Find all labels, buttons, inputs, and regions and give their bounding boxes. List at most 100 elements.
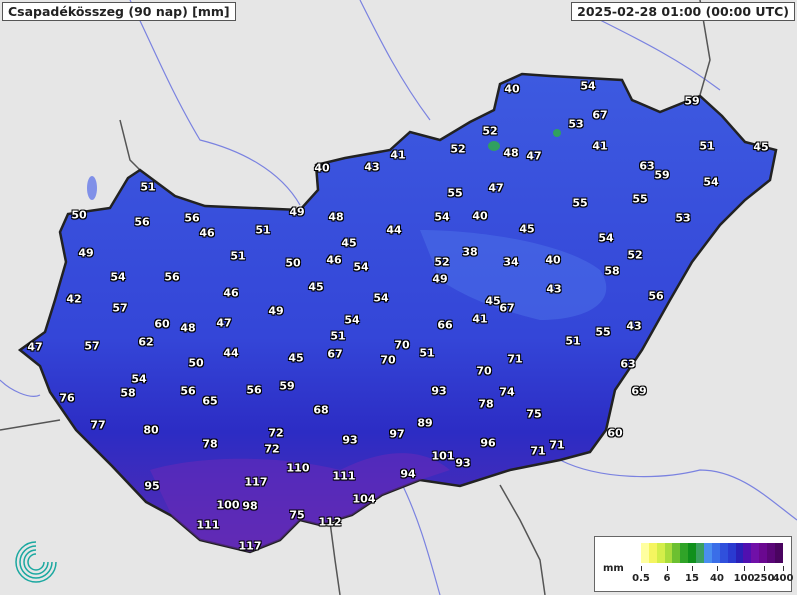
station-value: 56 [246,383,262,397]
station-value: 40 [314,161,330,175]
station-value: 58 [604,264,620,278]
legend-swatch [775,543,783,563]
station-value: 70 [476,364,492,378]
station-value: 117 [238,539,262,553]
legend-swatch [767,543,776,563]
station-value: 68 [313,403,329,417]
legend-tick-label: 400 [772,573,794,584]
station-value: 54 [353,260,369,274]
station-value: 45 [519,222,535,236]
station-value: 52 [482,124,498,138]
station-value: 54 [598,231,614,245]
station-value: 46 [223,286,239,300]
legend-swatch [656,543,665,563]
legend-tick-label: 6 [663,573,671,584]
station-value: 67 [499,301,515,315]
green-patch [553,129,561,137]
legend-tick-label: 0.5 [632,573,650,584]
legend-swatch [719,543,728,563]
color-legend: mm 0.5 6 15 40 100 250 400 [594,536,794,592]
legend-tick-mark [641,566,642,571]
legend-swatch [680,543,689,563]
station-value: 45 [485,294,501,308]
station-value: 58 [120,386,136,400]
legend-tick-mark [783,566,784,571]
station-value: 49 [289,205,305,219]
station-value: 50 [188,356,204,370]
station-value: 101 [431,449,455,463]
station-value: 55 [572,196,588,210]
legend-tick-mark [764,566,765,571]
legend-swatch [751,543,760,563]
legend-swatch [759,543,768,563]
station-value: 60 [154,317,170,331]
station-value: 42 [66,292,82,306]
station-value: 50 [285,256,301,270]
station-value: 52 [434,255,450,269]
station-value: 98 [242,499,258,513]
station-value: 54 [110,270,126,284]
station-value: 100 [216,498,240,512]
station-value: 78 [478,397,494,411]
lake [87,176,97,200]
station-value: 110 [286,461,310,475]
station-value: 49 [268,304,284,318]
station-value: 55 [595,325,611,339]
legend-swatch [735,543,744,563]
station-value: 51 [330,329,346,343]
legend-swatch [664,543,673,563]
legend-tick-mark [744,566,745,571]
station-value: 57 [84,339,100,353]
station-value: 51 [565,334,581,348]
station-value: 47 [216,316,232,330]
timestamp: 2025-02-28 01:00 (00:00 UTC) [571,2,795,21]
legend-tick-label: 15 [685,573,699,584]
station-value: 45 [341,236,357,250]
station-value: 56 [184,211,200,225]
station-value: 49 [78,246,94,260]
legend-tick-label: 100 [733,573,755,584]
station-value: 72 [268,426,284,440]
station-value: 53 [568,117,584,131]
station-value: 56 [180,384,196,398]
station-value: 54 [344,313,360,327]
station-value: 52 [627,248,643,262]
legend-swatch [743,543,752,563]
station-value: 111 [332,469,356,483]
station-value: 46 [326,253,342,267]
station-value: 41 [472,312,488,326]
station-value: 54 [131,372,147,386]
station-value: 47 [488,181,504,195]
legend-swatch [648,543,657,563]
station-value: 104 [352,492,376,506]
station-value: 71 [507,352,523,366]
station-value: 54 [703,175,719,189]
station-value: 54 [580,79,596,93]
station-value: 71 [549,438,565,452]
station-value: 40 [504,82,520,96]
station-value: 48 [180,321,196,335]
station-value: 44 [386,223,402,237]
station-value: 56 [648,289,664,303]
station-value: 54 [434,210,450,224]
station-value: 38 [462,245,478,259]
station-value: 69 [631,384,647,398]
station-value: 93 [342,433,358,447]
station-value: 55 [632,192,648,206]
station-value: 50 [71,208,87,222]
station-value: 63 [620,357,636,371]
station-value: 59 [684,94,700,108]
legend-tick-label: 250 [753,573,775,584]
station-value: 47 [27,340,43,354]
station-value: 48 [503,146,519,160]
station-value: 47 [526,149,542,163]
station-value: 89 [417,416,433,430]
station-value: 46 [199,226,215,240]
station-value: 63 [639,159,655,173]
station-value: 52 [450,142,466,156]
station-value: 45 [288,351,304,365]
legend-tick-mark [692,566,693,571]
map-title: Csapadékösszeg (90 nap) [mm] [2,2,236,21]
station-value: 55 [447,186,463,200]
